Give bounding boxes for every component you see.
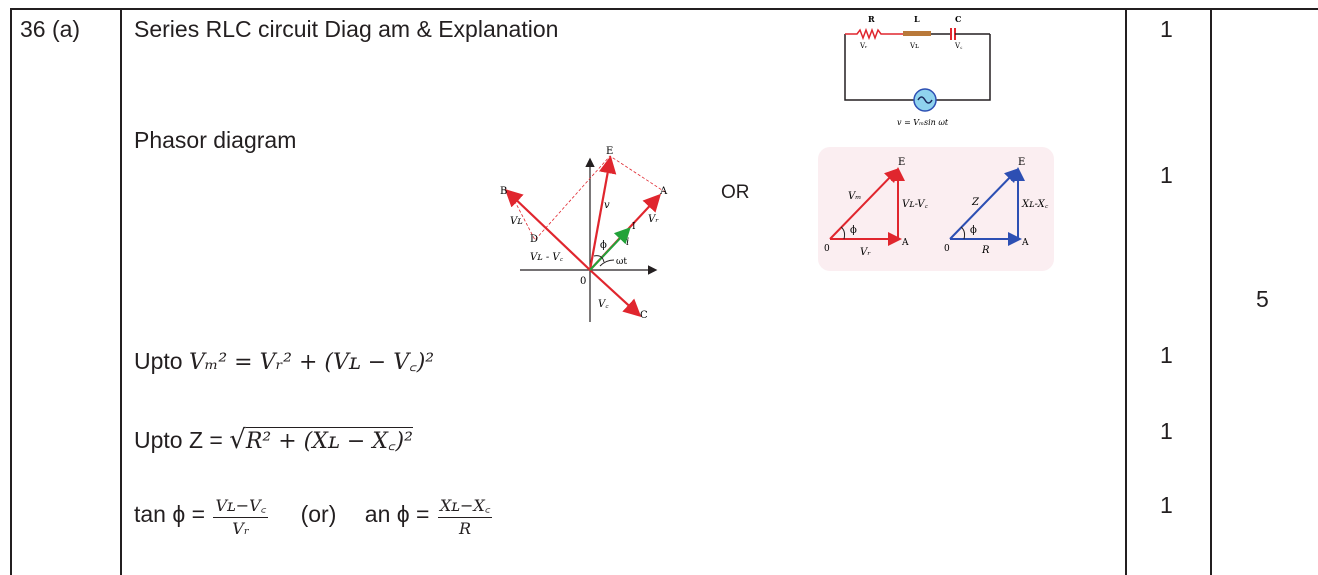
- phasor-label-wt: ωt: [616, 257, 627, 267]
- mark-phasor: 1: [1160, 162, 1173, 188]
- label-VC: V꜀: [954, 42, 963, 50]
- label-L: L: [914, 14, 920, 24]
- equation-z-body: R² + (Xʟ − X꜀)²: [245, 427, 413, 454]
- an-denominator: R: [459, 519, 472, 538]
- t1-label-Vm: Vₘ: [848, 191, 861, 202]
- an-label: an ϕ =: [364, 501, 430, 528]
- label-VL: Vʟ: [909, 42, 919, 50]
- equation-vm-body: Vₘ² = Vᵣ² + (Vʟ − V꜀)²: [188, 350, 435, 375]
- tan-denominator: Vᵣ: [232, 519, 250, 538]
- capacitor-symbol: [950, 28, 956, 40]
- col1-rule: [120, 8, 122, 575]
- rlc-circuit-diagram: R L C Vᵣ Vʟ V꜀ v = Vₘsin ωt: [844, 14, 991, 127]
- total-marks: 5: [1256, 286, 1269, 312]
- t2-label-Z: Z: [971, 197, 980, 208]
- phasor-label-B: B: [500, 186, 507, 197]
- phasor-diagram-label: Phasor diagram: [134, 127, 297, 153]
- sqrt-sign: √: [229, 425, 246, 455]
- t2-label-R: R: [981, 245, 990, 256]
- phasor-label-E: E: [606, 146, 613, 157]
- inductor-symbol: [903, 31, 931, 36]
- t2-label-XLXC: Xʟ-X꜀: [1021, 199, 1049, 210]
- t1-label-E: E: [898, 157, 905, 168]
- equation-tan: tan ϕ = Vʟ−V꜀ Vᵣ (or) an ϕ = Xʟ−X꜀ R: [134, 494, 494, 538]
- mark-tan: 1: [1160, 492, 1173, 518]
- question-number: 36 (a): [20, 16, 81, 42]
- label-VR: Vᵣ: [859, 42, 868, 50]
- tan-label: tan ϕ =: [134, 501, 206, 528]
- phasor-label-VL-VC: Vʟ - V꜀: [530, 252, 564, 263]
- an-numerator: Xʟ−X꜀: [437, 494, 493, 518]
- phasor-label-VR: Vᵣ: [648, 214, 659, 225]
- resistor-symbol: [845, 27, 903, 41]
- table-top-rule: [10, 8, 1318, 10]
- phasor-label-D: D: [530, 234, 538, 245]
- t1-label-VLVC: Vʟ-V꜀: [902, 199, 929, 210]
- t2-label-O: 0: [944, 244, 950, 254]
- phasor-label-O: 0: [580, 276, 586, 287]
- phasor-label-C: C: [640, 310, 648, 321]
- equation-vm-prefix: Upto: [134, 348, 183, 374]
- t2-label-A: A: [1021, 238, 1029, 248]
- phasor-label-v: v: [604, 200, 610, 211]
- table-left-rule: [10, 8, 12, 575]
- equation-z-prefix: Upto Z =: [134, 427, 223, 453]
- mark-heading: 1: [1160, 16, 1173, 42]
- label-C: C: [955, 14, 961, 24]
- tan-fraction: Vʟ−V꜀ Vᵣ: [213, 494, 269, 538]
- t1-label-VR: Vᵣ: [860, 247, 871, 258]
- t2-label-E: E: [1018, 157, 1025, 168]
- or-text: OR: [721, 182, 750, 203]
- t1-label-A: A: [901, 238, 909, 248]
- equation-vm: Upto Vₘ² = Vᵣ² + (Vʟ − V꜀)²: [134, 346, 434, 376]
- mark-vm: 1: [1160, 342, 1173, 368]
- phasor-label-phi: ϕ: [600, 240, 607, 251]
- t1-label-phi: ϕ: [850, 225, 857, 236]
- mark-z: 1: [1160, 418, 1173, 444]
- an-fraction: Xʟ−X꜀ R: [437, 494, 493, 538]
- phasor-label-i: i: [626, 237, 629, 248]
- col3-rule: [1210, 8, 1212, 575]
- equation-z: Upto Z = √R² + (Xʟ − X꜀)²: [134, 425, 413, 455]
- phasor-label-A: A: [659, 186, 668, 197]
- phasor-label-VL: Vʟ: [510, 216, 523, 227]
- label-R: R: [868, 14, 875, 24]
- impedance-triangles: E Vₘ Vʟ-V꜀ ϕ 0 Vᵣ A E Z Xʟ-X꜀ ϕ 0 R A: [824, 157, 1049, 258]
- question-heading: Series RLC circuit Diag am & Explanation: [134, 16, 559, 42]
- tan-numerator: Vʟ−V꜀: [213, 494, 269, 518]
- phasor-diagram: E B A C D 0 Vʟ Vᵣ V꜀ Vʟ - V꜀ v i I ϕ ωt: [500, 146, 668, 322]
- or-paren: (or): [300, 501, 337, 528]
- col2-rule: [1125, 8, 1127, 575]
- t2-label-phi: ϕ: [970, 225, 977, 236]
- t1-label-O: 0: [824, 244, 830, 254]
- source-equation: v = Vₘsin ωt: [897, 118, 949, 127]
- phasor-label-VC: V꜀: [598, 299, 609, 310]
- phasor-label-I: I: [632, 222, 636, 232]
